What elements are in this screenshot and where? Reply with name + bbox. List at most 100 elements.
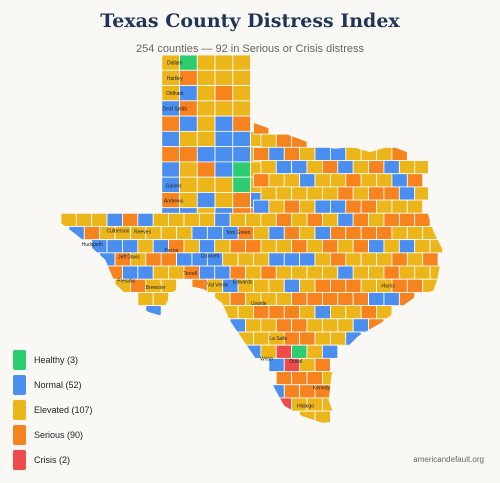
county-serious	[283, 199, 301, 214]
county-elevated	[322, 186, 339, 201]
county-elevated	[253, 252, 270, 267]
county-elevated	[422, 226, 439, 241]
county-label-presidio: Presidio	[117, 279, 135, 285]
county-label-hudspeth: Hudspeth	[82, 242, 104, 248]
county-serious	[196, 161, 216, 178]
county-serious	[398, 212, 416, 227]
legend-item-serious: Serious (90)	[13, 425, 93, 445]
county-elevated	[176, 226, 193, 241]
legend-label: Normal (52)	[34, 380, 82, 390]
county-serious	[306, 292, 323, 307]
county-elevated	[214, 292, 231, 307]
county-normal	[196, 192, 216, 209]
county-elevated	[299, 410, 316, 423]
county-label-andrews: Andrews	[164, 198, 184, 204]
county-normal	[179, 115, 198, 132]
county-elevated	[168, 212, 185, 227]
county-elevated	[406, 226, 424, 241]
legend-swatch-elevated	[13, 400, 26, 420]
county-normal	[275, 160, 293, 175]
county-serious	[383, 186, 400, 201]
county-elevated	[398, 265, 416, 280]
source-footer: americandefault.org	[413, 455, 484, 464]
county-elevated	[232, 69, 251, 86]
county-elevated	[168, 265, 185, 280]
county-serious	[337, 292, 354, 307]
county-normal	[330, 199, 347, 214]
county-elevated	[196, 176, 216, 193]
county-elevated	[406, 199, 424, 214]
county-serious	[291, 318, 308, 333]
county-normal	[137, 212, 154, 227]
county-elevated	[376, 146, 393, 161]
county-serious	[291, 133, 308, 148]
county-normal	[398, 186, 416, 201]
county-normal	[283, 278, 301, 293]
county-normal	[198, 265, 216, 280]
county-elevated	[330, 305, 347, 320]
county-label-harris: Harris	[381, 284, 395, 290]
county-elevated	[376, 173, 393, 188]
county-elevated	[214, 100, 234, 117]
county-elevated	[253, 278, 270, 293]
county-normal	[337, 265, 354, 280]
legend-item-elevated: Elevated (107)	[13, 400, 93, 420]
county-elevated	[414, 265, 431, 280]
county-elevated	[268, 278, 285, 293]
county-serious	[337, 186, 354, 201]
map-subtitle: 254 counties — 92 in Serious or Crisis d…	[135, 43, 365, 55]
county-label-pecos: Pecos	[164, 248, 178, 254]
county-elevated	[237, 252, 254, 267]
county-elevated	[179, 130, 198, 148]
county-normal	[337, 160, 354, 175]
counties-layer	[60, 55, 443, 423]
county-serious	[368, 160, 385, 175]
county-normal	[268, 226, 285, 241]
county-crisis	[275, 344, 293, 359]
county-normal	[214, 212, 231, 227]
county-normal	[330, 146, 347, 161]
county-label-reeves: Reeves	[134, 229, 151, 235]
county-elevated	[232, 85, 251, 102]
legend-label: Crisis (2)	[34, 455, 70, 465]
county-serious	[360, 305, 377, 320]
county-normal	[268, 384, 285, 399]
county-elevated	[352, 160, 369, 175]
county-serious	[191, 278, 208, 293]
county-elevated	[429, 239, 443, 254]
county-normal	[145, 305, 162, 320]
county-elevated	[414, 186, 431, 201]
county-serious	[229, 292, 246, 307]
county-elevated	[196, 115, 216, 132]
county-serious	[345, 278, 362, 293]
county-elevated	[306, 265, 323, 280]
county-serious	[322, 239, 339, 254]
county-elevated	[360, 173, 377, 188]
county-normal	[391, 173, 408, 188]
county-elevated	[314, 331, 331, 346]
county-elevated	[91, 212, 108, 227]
county-normal	[383, 292, 400, 307]
county-serious	[179, 146, 198, 163]
county-elevated	[232, 55, 251, 71]
county-normal	[322, 344, 339, 359]
county-elevated	[245, 212, 262, 227]
county-elevated	[196, 130, 216, 148]
county-elevated	[237, 305, 254, 320]
county-serious	[232, 192, 251, 209]
county-elevated	[360, 146, 377, 161]
county-elevated	[137, 239, 154, 254]
county-elevated	[422, 278, 439, 293]
county-serious	[368, 318, 385, 333]
county-normal	[232, 130, 251, 148]
county-normal	[176, 252, 193, 267]
county-elevated	[299, 305, 316, 320]
county-elevated	[314, 173, 331, 188]
county-elevated	[268, 173, 285, 188]
county-elevated	[152, 292, 169, 307]
county-label-dallam: Dallam	[167, 61, 183, 67]
county-elevated	[306, 344, 323, 359]
county-normal	[345, 331, 362, 346]
county-elevated	[299, 278, 316, 293]
